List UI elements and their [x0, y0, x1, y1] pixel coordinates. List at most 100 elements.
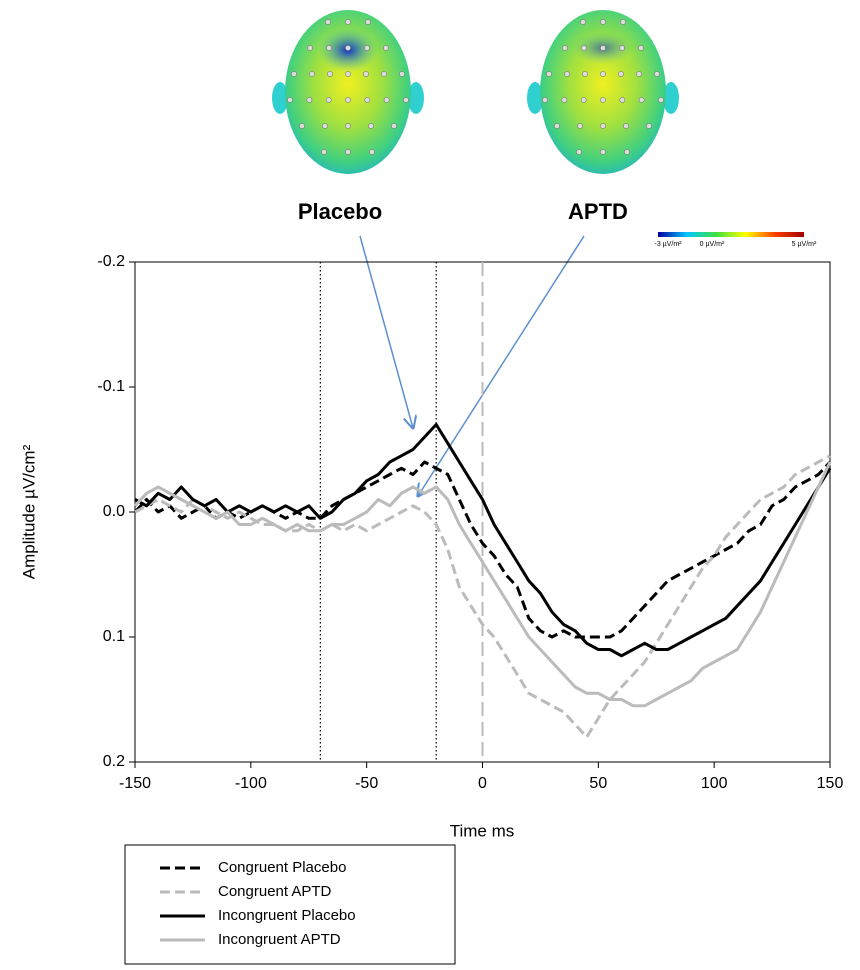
legend-label: Congruent Placebo	[218, 859, 346, 876]
x-tick-label: 0	[478, 775, 487, 792]
series-line	[134, 423, 832, 658]
electrode	[620, 19, 626, 25]
y-tick-label: -0.2	[97, 253, 125, 270]
legend-label: Incongruent Placebo	[218, 907, 356, 924]
electrode	[365, 19, 371, 25]
electrode	[321, 149, 327, 155]
electrode	[345, 123, 351, 129]
electrode	[600, 149, 606, 155]
electrode	[658, 97, 664, 103]
x-tick-label: -100	[235, 775, 267, 792]
arrow	[359, 235, 413, 428]
electrode	[345, 19, 351, 25]
electrode	[600, 71, 606, 77]
electrode	[345, 97, 351, 103]
annotation: APTD	[568, 199, 628, 224]
electrode	[325, 19, 331, 25]
electrode	[638, 97, 645, 103]
colorbar-label: 5 µV/m²	[792, 241, 817, 248]
electrode	[291, 71, 297, 77]
electrode	[542, 97, 548, 103]
electrode	[383, 97, 390, 103]
electrode	[600, 19, 606, 25]
head	[540, 10, 666, 174]
y-tick-label: -0.1	[97, 378, 125, 395]
electrode	[623, 123, 629, 129]
electrode	[554, 123, 560, 129]
y-tick-label: 0.2	[103, 753, 125, 770]
arrow	[418, 235, 585, 496]
electrode	[600, 97, 606, 103]
electrode	[345, 45, 351, 51]
ear	[663, 82, 679, 114]
ear	[408, 82, 424, 114]
legend	[124, 844, 456, 965]
x-tick-label: -150	[119, 775, 151, 792]
electrode	[619, 97, 626, 103]
legend-label: Incongruent APTD	[218, 931, 341, 948]
electrode	[600, 45, 606, 51]
annotation: Placebo	[298, 199, 382, 224]
electrode	[638, 45, 644, 51]
electrode	[364, 45, 370, 51]
electrode	[287, 97, 293, 103]
x-axis-label: Time ms	[450, 821, 515, 840]
electrode	[618, 71, 624, 77]
electrode	[307, 45, 313, 51]
series-line	[134, 454, 831, 739]
x-tick-label: 50	[589, 775, 607, 792]
electrode	[636, 71, 642, 77]
electrode	[383, 45, 389, 51]
electrode	[654, 71, 660, 77]
colorbar-label: 0 µV/m²	[700, 241, 725, 248]
x-tick-label: 150	[817, 775, 844, 792]
electrode	[577, 123, 583, 129]
topomaps	[272, 10, 679, 174]
x-tick-label: -50	[355, 775, 378, 792]
electrode	[363, 71, 369, 77]
electrode	[345, 71, 351, 77]
electrode	[299, 123, 305, 129]
electrode	[576, 149, 582, 155]
electrode	[564, 71, 570, 77]
electrode	[309, 71, 315, 77]
electrode	[345, 149, 351, 155]
electrode	[624, 149, 630, 155]
electrode	[325, 97, 332, 103]
electrode	[391, 123, 397, 129]
electrode	[306, 97, 313, 103]
series-line	[133, 460, 832, 639]
electrode	[403, 97, 409, 103]
electrode	[326, 45, 332, 51]
head	[285, 10, 411, 174]
y-tick-label: 0.0	[103, 503, 125, 520]
ear	[527, 82, 543, 114]
electrode	[646, 123, 652, 129]
ear	[272, 82, 288, 114]
electrode	[322, 123, 328, 129]
electrode	[619, 45, 625, 51]
electrode	[562, 45, 568, 51]
electrode	[546, 71, 552, 77]
electrode	[369, 149, 375, 155]
electrode	[581, 45, 587, 51]
x-tick-label: 100	[701, 775, 728, 792]
legend-label: Congruent APTD	[218, 883, 332, 900]
y-tick-label: 0.1	[103, 628, 125, 645]
electrode	[381, 71, 387, 77]
y-axis-label: Amplitude µV/cm²	[19, 444, 38, 579]
electrode	[580, 97, 587, 103]
colorbar	[658, 232, 804, 237]
electrode	[561, 97, 568, 103]
electrode	[327, 71, 333, 77]
electrode	[580, 19, 586, 25]
colorbar-label: -3 µV/m²	[655, 241, 683, 248]
electrode	[364, 97, 371, 103]
electrode	[399, 71, 405, 77]
series-line	[133, 461, 832, 708]
electrode	[582, 71, 588, 77]
electrode	[368, 123, 374, 129]
electrode	[600, 123, 606, 129]
